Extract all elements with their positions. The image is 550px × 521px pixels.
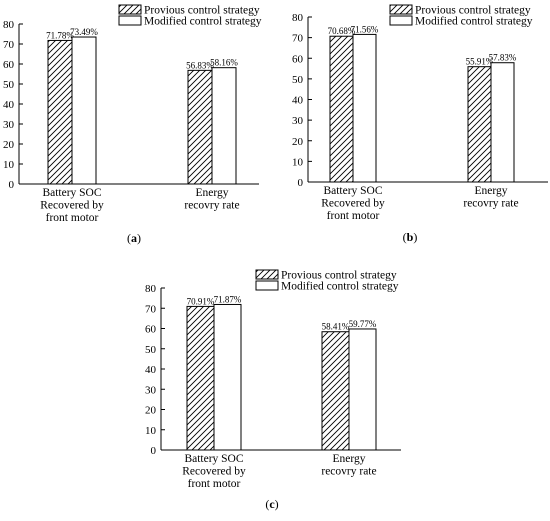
x-category-label: Energy recovry rate: [184, 187, 239, 212]
data-label: 71.78%: [46, 30, 74, 40]
y-tick-label: 10: [3, 159, 15, 171]
bar-modified: [352, 33, 377, 183]
y-tick-label: 30: [3, 119, 15, 131]
bar-previous: [47, 39, 73, 185]
bar-previous: [186, 305, 215, 451]
y-tick-label: 10: [292, 156, 304, 168]
y-tick-label: 50: [145, 344, 157, 356]
y-tick-label: 50: [292, 74, 304, 86]
y-tick-label: 20: [3, 139, 15, 151]
panel-caption: (b): [403, 230, 418, 244]
panel-caption: (a): [127, 231, 141, 245]
legend-label: Modified control strategy: [281, 281, 399, 293]
y-tick-label: 30: [145, 384, 157, 396]
legend-swatch: [389, 4, 413, 15]
bar-modified: [71, 36, 97, 185]
y-tick-label: 80: [145, 283, 157, 295]
data-label: 58.16%: [210, 58, 238, 68]
legend-label: Modified control strategy: [144, 16, 262, 28]
data-label: 59.77%: [349, 319, 377, 329]
data-label: 58.41%: [322, 322, 350, 332]
y-tick-label: 60: [292, 53, 304, 65]
x-category-label: Battery SOC Recovered by front motor: [40, 187, 104, 224]
legend-label: Provious control strategy: [415, 5, 531, 17]
y-tick-label: 0: [9, 179, 15, 191]
y-tick-label: 0: [298, 177, 304, 189]
y-tick-label: 70: [292, 33, 304, 45]
legend-swatch: [118, 4, 142, 15]
legend-label: Provious control strategy: [281, 270, 397, 282]
y-tick-label: 70: [145, 303, 157, 315]
data-label: 57.83%: [489, 53, 517, 63]
y-tick-label: 40: [3, 99, 15, 111]
y-tick-label: 20: [292, 136, 304, 148]
bar-previous: [187, 69, 213, 185]
x-category-label: Battery SOC Recovered by front motor: [321, 185, 385, 222]
panel-caption: (c): [265, 497, 278, 511]
bar-previous: [321, 331, 350, 451]
bar-modified: [213, 303, 242, 451]
y-tick-label: 0: [151, 445, 157, 457]
chart-panel-a: 0 10 20 30 40 50 60 70 80 71.78%73.49% Battery SOC…: [3, 4, 262, 245]
x-category-label: Battery SOC Recovered by front motor: [182, 453, 246, 490]
data-label: 71.56%: [351, 24, 379, 34]
bar-previous: [467, 66, 492, 183]
bar-previous: [329, 35, 354, 183]
data-label: 56.83%: [186, 60, 214, 70]
data-label: 55.91%: [466, 57, 494, 67]
bar-modified: [348, 328, 377, 451]
bar-modified: [490, 62, 515, 183]
bar-modified: [211, 67, 237, 185]
data-label: 70.68%: [328, 26, 356, 36]
x-category-label: Energy recovry rate: [463, 185, 518, 210]
y-tick-label: 40: [292, 95, 304, 107]
data-label: 71.87%: [214, 294, 242, 304]
legend-swatch: [255, 280, 279, 291]
y-tick-label: 60: [3, 59, 15, 71]
legend-swatch: [389, 15, 413, 26]
legend-swatch: [118, 15, 142, 26]
y-tick-label: 30: [292, 115, 304, 127]
y-tick-label: 50: [3, 79, 15, 91]
x-category-label: Energy recovry rate: [321, 453, 376, 478]
data-label: 70.91%: [187, 296, 215, 306]
legend-swatch: [255, 269, 279, 280]
chart-panel-b: 0 10 20 30 40 50 60 70 80 70.68%71.56% Battery SOC…: [292, 4, 548, 244]
y-tick-label: 70: [3, 39, 15, 51]
legend-label: Modified control strategy: [415, 16, 533, 28]
y-tick-label: 80: [292, 12, 304, 24]
y-tick-label: 80: [3, 19, 15, 31]
y-tick-label: 10: [145, 425, 157, 437]
y-tick-label: 40: [145, 364, 157, 376]
y-tick-label: 20: [145, 405, 157, 417]
data-label: 73.49%: [70, 27, 98, 37]
y-tick-label: 60: [145, 324, 157, 336]
chart-panel-c: 0 10 20 30 40 50 60 70 80 70.91% 71.87% Battery SOC…: [145, 269, 401, 511]
legend-label: Provious control strategy: [144, 5, 260, 17]
